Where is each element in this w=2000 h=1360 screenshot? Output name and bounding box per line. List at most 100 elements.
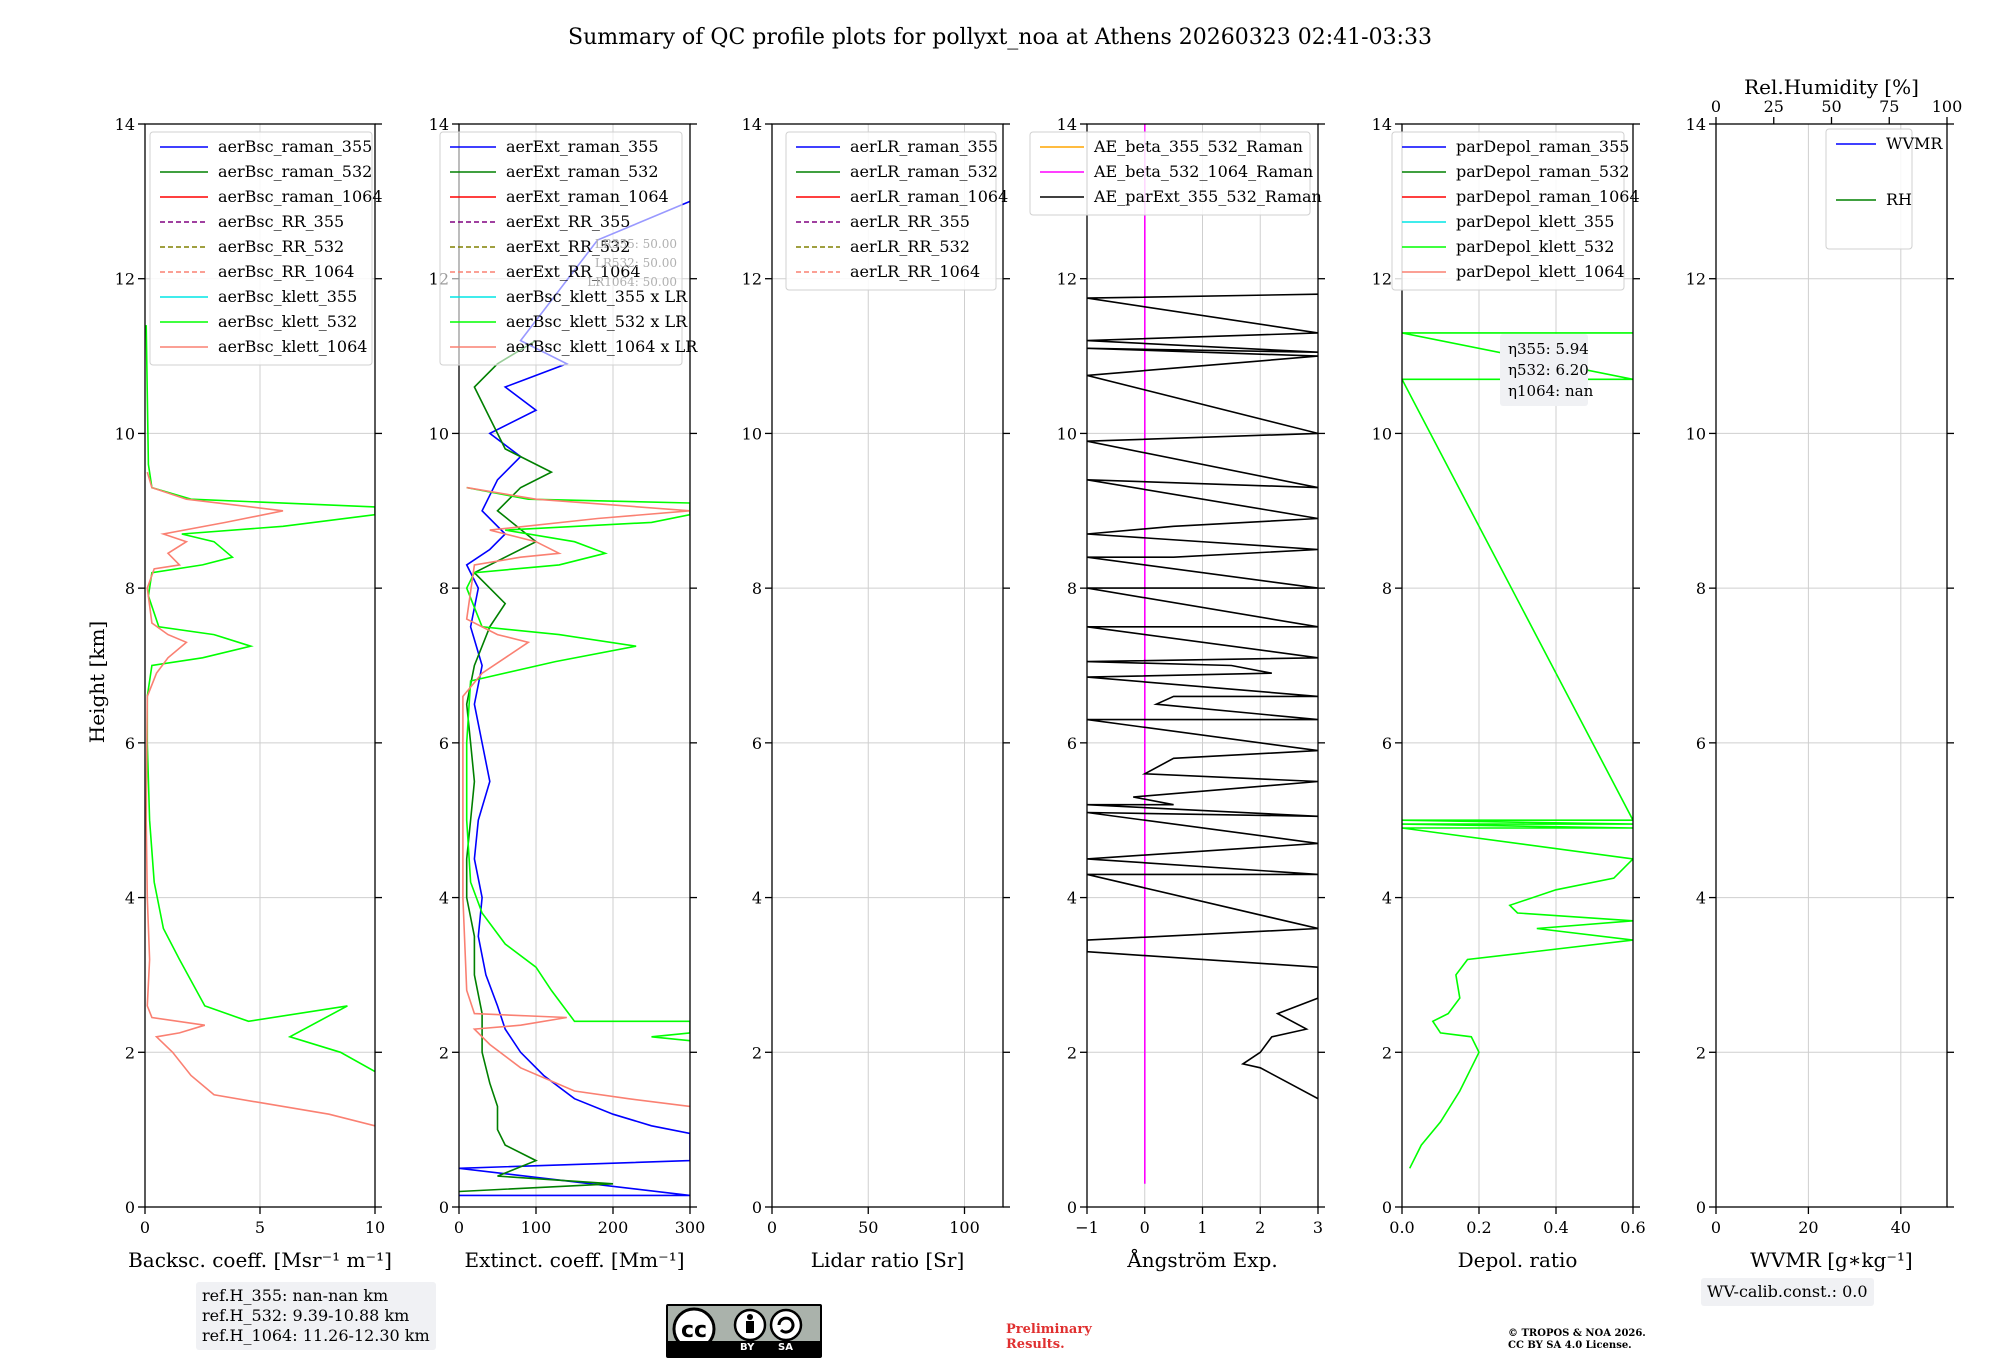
- legend-label: RH: [1886, 190, 1912, 209]
- y-tick-label: 0: [125, 1198, 135, 1217]
- cc-by-sa-badge: cc BY SA: [666, 1304, 822, 1358]
- x-tick-label: 10: [365, 1218, 385, 1237]
- legend-label: aerBsc_klett_1064: [218, 337, 367, 356]
- y-tick-label: 14: [115, 115, 135, 134]
- legend-label: aerBsc_klett_532 x LR: [506, 312, 688, 331]
- rh-tick-label: 50: [1821, 97, 1841, 116]
- y-tick-label: 8: [1696, 579, 1706, 598]
- legend-label: aerLR_raman_1064: [850, 187, 1008, 206]
- series-parDepol_klett_532: [1402, 332, 1633, 1169]
- x-tick-label: 0: [454, 1218, 464, 1237]
- y-axis-label: Height [km]: [85, 621, 109, 743]
- y-tick-label: 6: [1382, 734, 1392, 753]
- legend-box: [1391, 131, 1625, 291]
- x-tick-label: 3: [1313, 1218, 1323, 1237]
- series-AE_parExt_355_532_Raman: [1087, 293, 1318, 1100]
- y-tick-label: 2: [125, 1043, 135, 1062]
- legend-label: AE_beta_532_1064_Raman: [1093, 162, 1313, 181]
- legend-box: [1029, 131, 1311, 216]
- y-tick-label: 2: [439, 1043, 449, 1062]
- legend-label: aerExt_raman_355: [506, 137, 659, 156]
- legend-label: aerBsc_RR_1064: [218, 262, 354, 281]
- legend-label: aerBsc_RR_532: [218, 237, 344, 256]
- legend-box: [1825, 128, 1913, 250]
- y-tick-label: 8: [1382, 579, 1392, 598]
- x-tick-label: 0.6: [1620, 1218, 1645, 1237]
- cc-logo-icon: cc: [672, 1307, 803, 1346]
- y-tick-label: 2: [1067, 1043, 1077, 1062]
- y-tick-label: 8: [125, 579, 135, 598]
- y-tick-label: 4: [439, 889, 449, 908]
- x-tick-label: 200: [598, 1218, 629, 1237]
- panel-1: 0 2 4 6 8 10 12 14 0 5 10 Backsc. coeff. [Msr⁻¹ m⁻¹…: [115, 115, 392, 1272]
- eta-label: η532: 6.20: [1508, 361, 1589, 379]
- rh-tick-label: 0: [1711, 97, 1721, 116]
- preliminary-note: Preliminary Results.: [1006, 1322, 1092, 1352]
- wv-calib-const: WV-calib.const.: 0.0: [1707, 1282, 1868, 1301]
- x-axis-label: Ångström Exp.: [1126, 1247, 1277, 1272]
- legend-label: WVMR: [1886, 134, 1943, 153]
- series-aerExt_raman_355: [459, 200, 690, 1197]
- series-aerBsc_klett_532 x LR: [465, 486, 690, 1042]
- y-tick-label: 10: [429, 424, 449, 443]
- y-tick-label: 6: [1067, 734, 1077, 753]
- y-tick-label: 0: [752, 1198, 762, 1217]
- rh-tick-label: 75: [1879, 97, 1899, 116]
- legend-label: aerBsc_klett_1064 x LR: [506, 337, 698, 356]
- panel-3: 0 2 4 6 8 10 12 14 0 50 100 Lidar ratio [Sr] aerLR_r…: [742, 115, 1010, 1272]
- wv-calib-box: WV-calib.const.: 0.0: [1701, 1278, 1874, 1306]
- legend-label: aerLR_raman_532: [850, 162, 998, 181]
- y-tick-label: 4: [1696, 889, 1706, 908]
- x-tick-label: 0: [767, 1218, 777, 1237]
- x-tick-label: 0: [140, 1218, 150, 1237]
- legend-label: aerExt_RR_355: [506, 212, 630, 231]
- y-tick-label: 14: [1686, 115, 1706, 134]
- y-tick-label: 12: [115, 270, 135, 289]
- legend-label: aerLR_RR_532: [850, 237, 970, 256]
- x-tick-label: 1: [1197, 1218, 1207, 1237]
- y-tick-label: 4: [1382, 889, 1392, 908]
- legend-box: [439, 131, 683, 366]
- copyright-line-2: CC BY SA 4.0 License.: [1508, 1340, 1632, 1351]
- y-tick-label: 8: [752, 579, 762, 598]
- x-axis-label: Extinct. coeff. [Mm⁻¹]: [464, 1248, 684, 1272]
- y-tick-label: 0: [1382, 1198, 1392, 1217]
- legend-label: aerExt_RR_1064: [506, 262, 641, 281]
- x-tick-label: 300: [675, 1218, 706, 1237]
- y-tick-label: 10: [1057, 424, 1077, 443]
- y-tick-label: 12: [1372, 270, 1392, 289]
- y-tick-label: 4: [1067, 889, 1077, 908]
- y-tick-label: 4: [125, 889, 135, 908]
- y-tick-label: 6: [752, 734, 762, 753]
- eta-label: η1064: nan: [1508, 382, 1594, 400]
- legend-label: aerExt_raman_532: [506, 162, 659, 181]
- x-tick-label: 0: [1711, 1218, 1721, 1237]
- copyright-line-1: © TROPOS & NOA 2026.: [1508, 1328, 1646, 1339]
- rh-tick-label: 100: [1932, 97, 1963, 116]
- y-tick-label: 8: [1067, 579, 1077, 598]
- preliminary-line-2: Results.: [1006, 1337, 1065, 1352]
- plot-frame: [458, 123, 691, 1208]
- y-tick-label: 0: [1696, 1198, 1706, 1217]
- svg-text:cc: cc: [681, 1318, 707, 1343]
- plot-frame: [1401, 123, 1634, 1208]
- plot-frame: [1715, 123, 1948, 1208]
- legend-label: parDepol_raman_532: [1456, 162, 1629, 181]
- y-tick-label: 6: [439, 734, 449, 753]
- legend-label: aerBsc_raman_532: [218, 162, 372, 181]
- panel-6: 0 2 4 6 8 10 12 14 0 20 40 WVMR [g∗kg⁻¹] WVMR RH 0 25 50…: [1686, 75, 1963, 1272]
- legend-label: aerLR_RR_355: [850, 212, 970, 231]
- eta-box: [1500, 334, 1588, 406]
- x-tick-label: 100: [949, 1218, 980, 1237]
- legend-label: parDepol_klett_1064: [1456, 262, 1625, 281]
- y-tick-label: 2: [1382, 1043, 1392, 1062]
- rh-tick-label: 25: [1764, 97, 1784, 116]
- legend-label: aerBsc_klett_532: [218, 312, 357, 331]
- legend-label: parDepol_raman_355: [1456, 137, 1629, 156]
- legend-label: parDepol_raman_1064: [1456, 187, 1640, 206]
- y-tick-label: 10: [1372, 424, 1392, 443]
- y-tick-label: 14: [742, 115, 762, 134]
